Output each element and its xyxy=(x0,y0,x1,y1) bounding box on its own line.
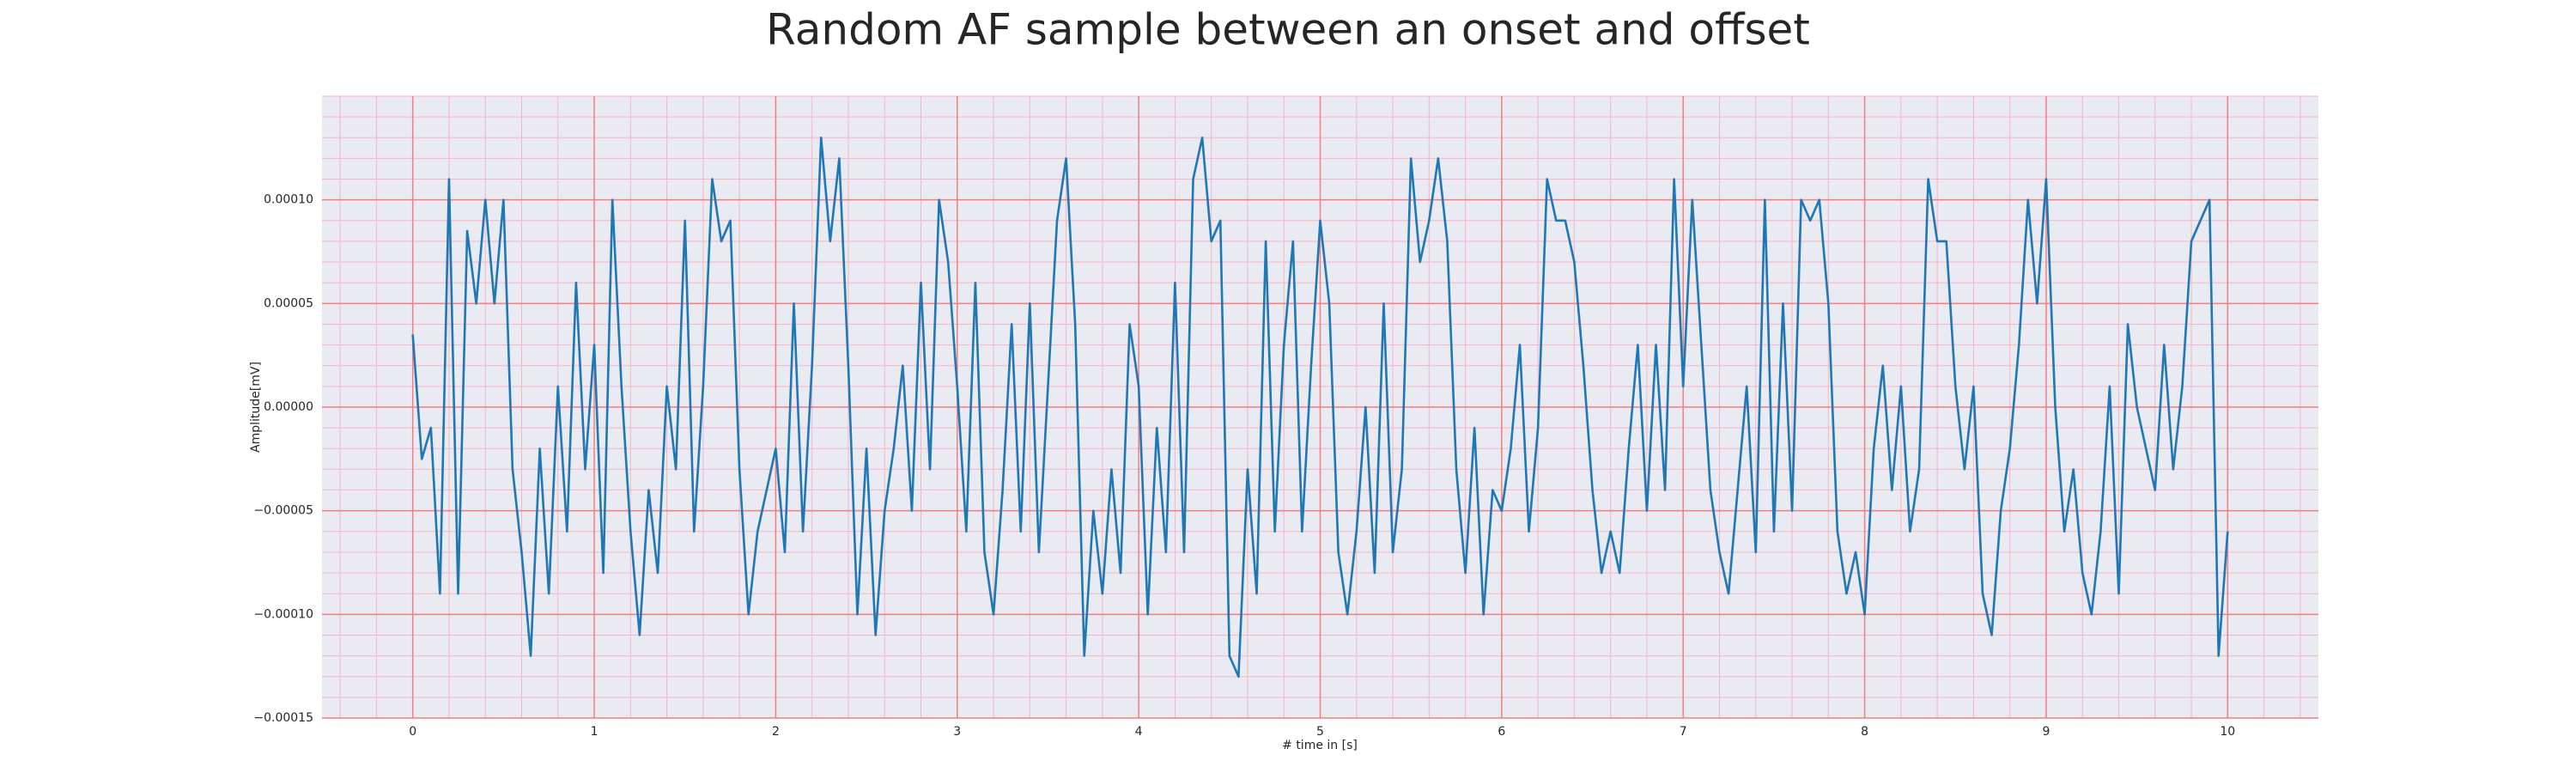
x-axis-label: # time in [s] xyxy=(1282,739,1358,752)
x-tick-label: 2 xyxy=(772,725,780,739)
x-tick-label: 0 xyxy=(409,725,416,739)
marks xyxy=(411,136,2229,679)
y-tick-label: −0.00005 xyxy=(253,504,313,518)
x-tick-label: 7 xyxy=(1680,725,1687,739)
chart-title: Random AF sample between an onset and of… xyxy=(766,5,1810,55)
y-tick-label: 0.00000 xyxy=(264,400,313,414)
x-tick-label: 6 xyxy=(1498,725,1505,739)
x-tick-label: 10 xyxy=(2220,725,2235,739)
y-axis-label: Amplitude[mV] xyxy=(249,362,263,453)
x-tick-label: 9 xyxy=(2042,725,2050,739)
y-tick-label: 0.00010 xyxy=(264,193,313,207)
x-tick-label: 1 xyxy=(591,725,598,739)
y-tick-label: 0.00005 xyxy=(264,296,313,310)
y-tick-label: −0.00015 xyxy=(253,711,313,725)
x-tick-label: 4 xyxy=(1135,725,1143,739)
x-tick-label: 8 xyxy=(1861,725,1868,739)
y-tick-label: −0.00010 xyxy=(253,607,313,621)
line-series xyxy=(411,136,2229,679)
labels: 0 1 2 3 4 5 6 7 8 9 10 −0.00015 −0.00010 −0.00005 0.00… xyxy=(253,193,2235,739)
x-tick-label: 3 xyxy=(953,725,961,739)
x-tick-label: 5 xyxy=(1316,725,1324,739)
